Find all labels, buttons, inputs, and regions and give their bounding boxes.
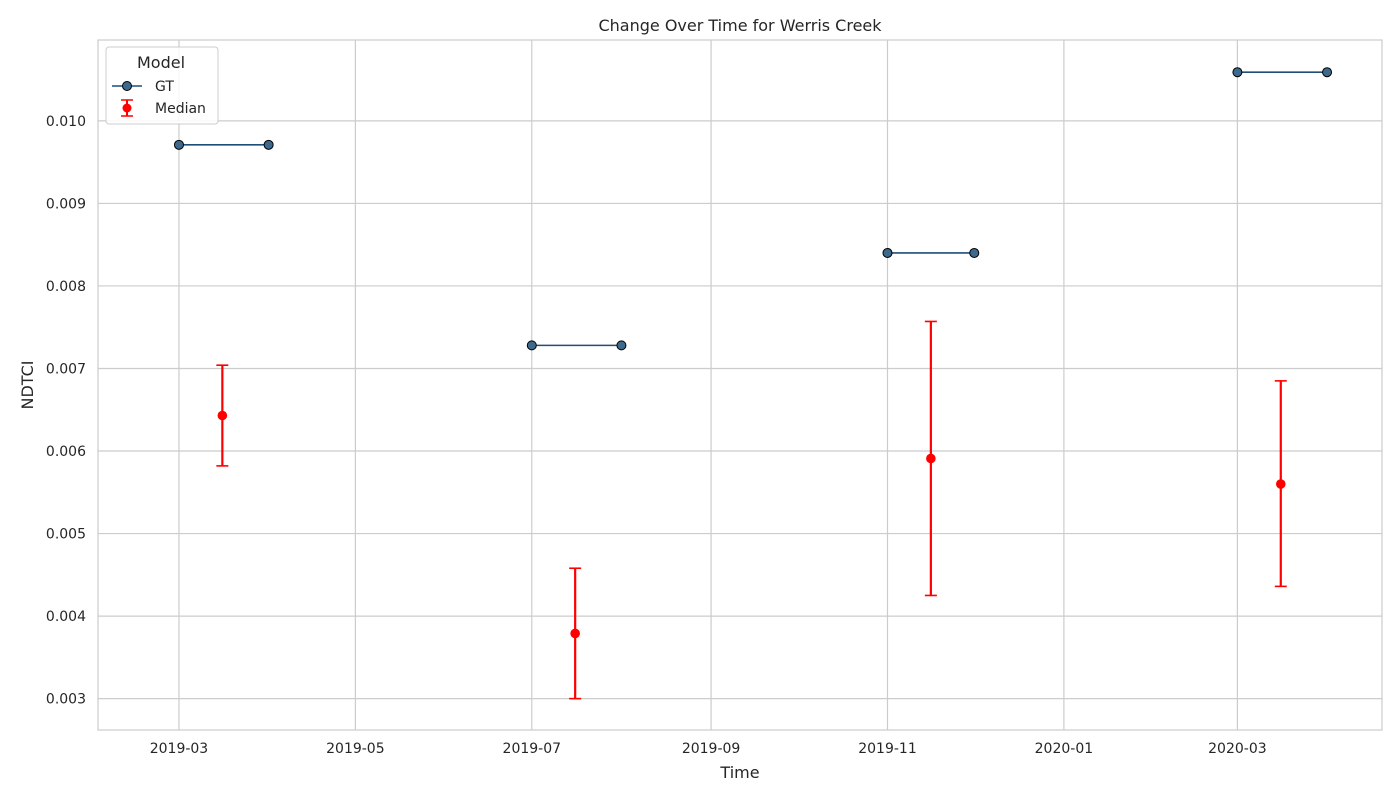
x-tick-label: 2019-05 <box>326 741 385 757</box>
x-tick-label: 2020-01 <box>1035 741 1094 757</box>
y-axis-title: NDTCI <box>18 360 37 409</box>
y-tick-labels: 0.003 0.004 0.005 0.006 0.007 0.008 0.009 0.010 <box>46 114 86 708</box>
x-axis-title: Time <box>719 763 759 782</box>
chart-title: Change Over Time for Werris Creek <box>598 16 882 35</box>
x-tick-labels: 2019-03 2019-05 2019-07 2019-09 2019-11 2020-… <box>150 741 1267 757</box>
legend-swatch-gt <box>112 81 142 91</box>
gt-point <box>616 340 627 351</box>
x-tick-label: 2020-03 <box>1208 741 1267 757</box>
x-tick-label: 2019-07 <box>503 741 562 757</box>
gt-point <box>969 247 980 258</box>
gt-point <box>882 247 893 258</box>
series-median <box>216 320 1287 700</box>
y-tick-label: 0.008 <box>46 279 86 295</box>
gt-point <box>263 139 274 150</box>
gt-point <box>1232 67 1243 78</box>
legend-label-gt: GT <box>155 79 174 95</box>
median-point <box>570 628 580 639</box>
median-point <box>1275 479 1286 489</box>
y-tick-label: 0.004 <box>46 609 86 625</box>
gt-point <box>1322 67 1333 78</box>
legend-box <box>105 46 219 125</box>
series-gt <box>173 67 1333 351</box>
x-tick-label: 2019-11 <box>858 741 917 757</box>
y-tick-label: 0.003 <box>46 692 86 708</box>
legend-swatch-median <box>121 99 133 117</box>
y-tick-label: 0.006 <box>46 444 86 460</box>
axes-frame <box>97 39 1383 731</box>
y-tick-label: 0.005 <box>46 527 86 543</box>
y-tick-label: 0.007 <box>46 361 86 377</box>
x-tick-label: 2019-09 <box>682 741 741 757</box>
median-point <box>926 453 936 464</box>
legend-label-median: Median <box>155 101 206 117</box>
grid-lines <box>98 40 1382 730</box>
legend: Model GT Median <box>105 46 219 125</box>
y-tick-label: 0.009 <box>46 196 86 212</box>
legend-title: Model <box>137 53 185 72</box>
y-tick-label: 0.010 <box>46 114 86 130</box>
gt-point <box>173 139 184 150</box>
x-tick-label: 2019-03 <box>150 741 209 757</box>
gt-point <box>526 340 537 351</box>
median-point <box>217 410 228 421</box>
